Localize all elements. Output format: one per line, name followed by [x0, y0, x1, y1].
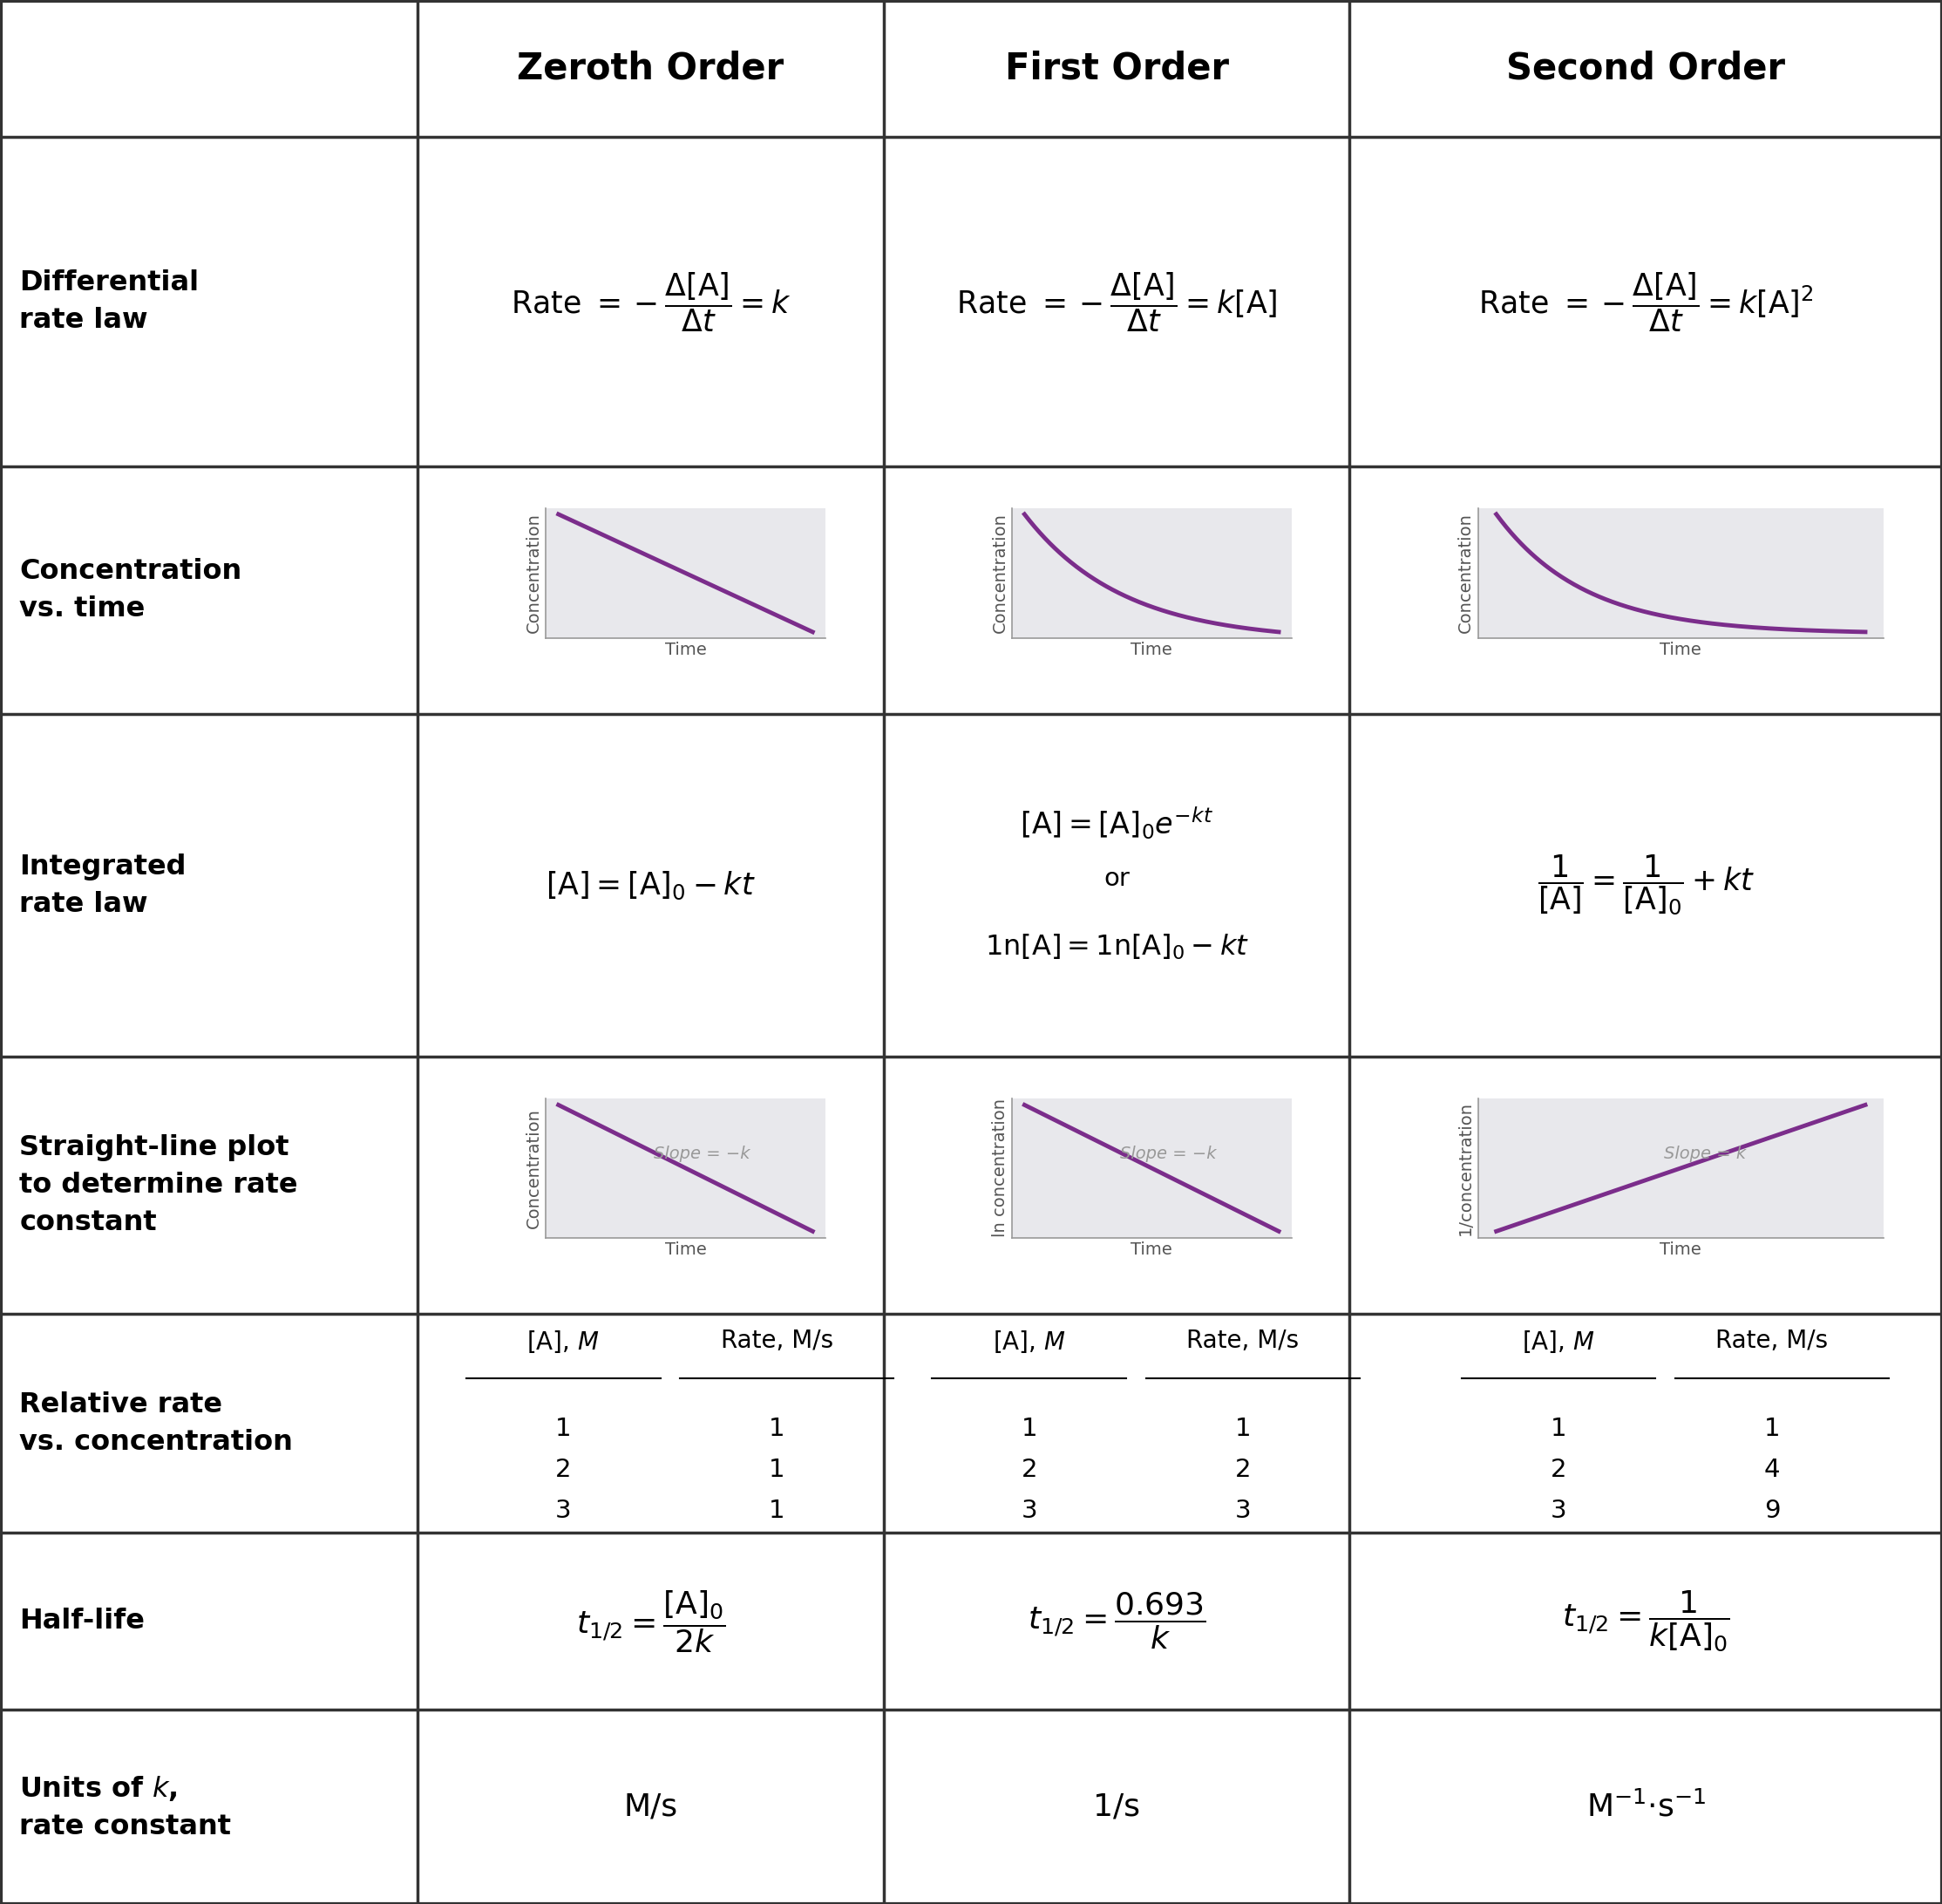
- Text: 3: 3: [1550, 1498, 1567, 1523]
- Text: Concentration
vs. time: Concentration vs. time: [19, 558, 243, 623]
- Text: 9: 9: [1763, 1498, 1781, 1523]
- Text: $t_{1/2} = \dfrac{0.693}{k}$: $t_{1/2} = \dfrac{0.693}{k}$: [1027, 1592, 1206, 1651]
- Text: Units of $k$,
rate constant: Units of $k$, rate constant: [19, 1775, 231, 1839]
- Text: 1: 1: [1235, 1417, 1251, 1441]
- Text: Differential
rate law: Differential rate law: [19, 270, 200, 333]
- Text: Slope = −k: Slope = −k: [654, 1146, 750, 1163]
- Text: Rate, M/s: Rate, M/s: [1717, 1329, 1827, 1354]
- Text: or: or: [1103, 866, 1130, 891]
- Text: First Order: First Order: [1004, 50, 1229, 88]
- X-axis label: Time: Time: [664, 642, 707, 659]
- Y-axis label: ln concentration: ln concentration: [992, 1099, 1008, 1238]
- Text: Rate $= -\dfrac{\Delta[\mathrm{A}]}{\Delta t} = k[\mathrm{A}]$: Rate $= -\dfrac{\Delta[\mathrm{A}]}{\Del…: [955, 270, 1278, 333]
- Text: 2: 2: [1550, 1457, 1567, 1481]
- Text: 3: 3: [555, 1498, 571, 1523]
- Y-axis label: 1/concentration: 1/concentration: [1458, 1101, 1474, 1236]
- Text: 1: 1: [769, 1457, 785, 1481]
- Text: 2: 2: [1021, 1457, 1037, 1481]
- Y-axis label: Concentration: Concentration: [526, 512, 542, 634]
- Text: $1\mathrm{n}[\mathrm{A}] = 1\mathrm{n}[\mathrm{A}]_0 - kt$: $1\mathrm{n}[\mathrm{A}] = 1\mathrm{n}[\…: [985, 933, 1249, 962]
- Text: M/s: M/s: [623, 1792, 678, 1822]
- Text: 2: 2: [555, 1457, 571, 1481]
- Text: M$^{-1}{\cdot}$s$^{-1}$: M$^{-1}{\cdot}$s$^{-1}$: [1587, 1792, 1705, 1822]
- Text: Rate, M/s: Rate, M/s: [720, 1329, 833, 1354]
- Y-axis label: Concentration: Concentration: [1458, 512, 1474, 634]
- Text: 1/s: 1/s: [1093, 1792, 1140, 1822]
- Text: Second Order: Second Order: [1507, 50, 1785, 88]
- X-axis label: Time: Time: [664, 1241, 707, 1259]
- Y-axis label: Concentration: Concentration: [992, 512, 1008, 634]
- X-axis label: Time: Time: [1660, 642, 1701, 659]
- Text: $\dfrac{1}{[\mathrm{A}]} = \dfrac{1}{[\mathrm{A}]_0} + kt$: $\dfrac{1}{[\mathrm{A}]} = \dfrac{1}{[\m…: [1538, 853, 1754, 918]
- Text: Half-life: Half-life: [19, 1607, 146, 1636]
- Text: 4: 4: [1763, 1457, 1781, 1481]
- X-axis label: Time: Time: [1660, 1241, 1701, 1259]
- Text: Rate $= -\dfrac{\Delta[\mathrm{A}]}{\Delta t} = k$: Rate $= -\dfrac{\Delta[\mathrm{A}]}{\Del…: [511, 270, 790, 333]
- Text: [A], $M$: [A], $M$: [992, 1329, 1066, 1356]
- Text: 3: 3: [1021, 1498, 1037, 1523]
- Text: $t_{1/2} = \dfrac{[\mathrm{A}]_0}{2k}$: $t_{1/2} = \dfrac{[\mathrm{A}]_0}{2k}$: [575, 1588, 726, 1655]
- Text: [A], $M$: [A], $M$: [526, 1329, 600, 1356]
- Y-axis label: Concentration: Concentration: [526, 1108, 542, 1228]
- Text: Slope = −k: Slope = −k: [1121, 1146, 1216, 1163]
- Text: Rate, M/s: Rate, M/s: [1187, 1329, 1299, 1354]
- Text: Zeroth Order: Zeroth Order: [517, 50, 785, 88]
- X-axis label: Time: Time: [1130, 1241, 1173, 1259]
- Text: Straight-line plot
to determine rate
constant: Straight-line plot to determine rate con…: [19, 1135, 297, 1236]
- Text: $t_{1/2} = \dfrac{1}{k[\mathrm{A}]_0}$: $t_{1/2} = \dfrac{1}{k[\mathrm{A}]_0}$: [1561, 1590, 1730, 1653]
- Text: 1: 1: [769, 1498, 785, 1523]
- Text: Slope = k: Slope = k: [1664, 1146, 1746, 1163]
- Text: 3: 3: [1235, 1498, 1251, 1523]
- X-axis label: Time: Time: [1130, 642, 1173, 659]
- Text: Relative rate
vs. concentration: Relative rate vs. concentration: [19, 1392, 293, 1455]
- Text: Integrated
rate law: Integrated rate law: [19, 853, 186, 918]
- Text: $[\mathrm{A}] = [\mathrm{A}]_{0}e^{-kt}$: $[\mathrm{A}] = [\mathrm{A}]_{0}e^{-kt}$: [1020, 805, 1214, 842]
- Text: 1: 1: [1021, 1417, 1037, 1441]
- Text: $[\mathrm{A}] = [\mathrm{A}]_0 - kt$: $[\mathrm{A}] = [\mathrm{A}]_0 - kt$: [546, 870, 755, 901]
- Text: 1: 1: [555, 1417, 571, 1441]
- Text: 1: 1: [1763, 1417, 1781, 1441]
- Text: 1: 1: [1550, 1417, 1567, 1441]
- Text: [A], $M$: [A], $M$: [1523, 1329, 1594, 1356]
- Text: Rate $= -\dfrac{\Delta[\mathrm{A}]}{\Delta t} = k[\mathrm{A}]^2$: Rate $= -\dfrac{\Delta[\mathrm{A}]}{\Del…: [1478, 270, 1814, 333]
- Text: 1: 1: [769, 1417, 785, 1441]
- Text: 2: 2: [1235, 1457, 1251, 1481]
